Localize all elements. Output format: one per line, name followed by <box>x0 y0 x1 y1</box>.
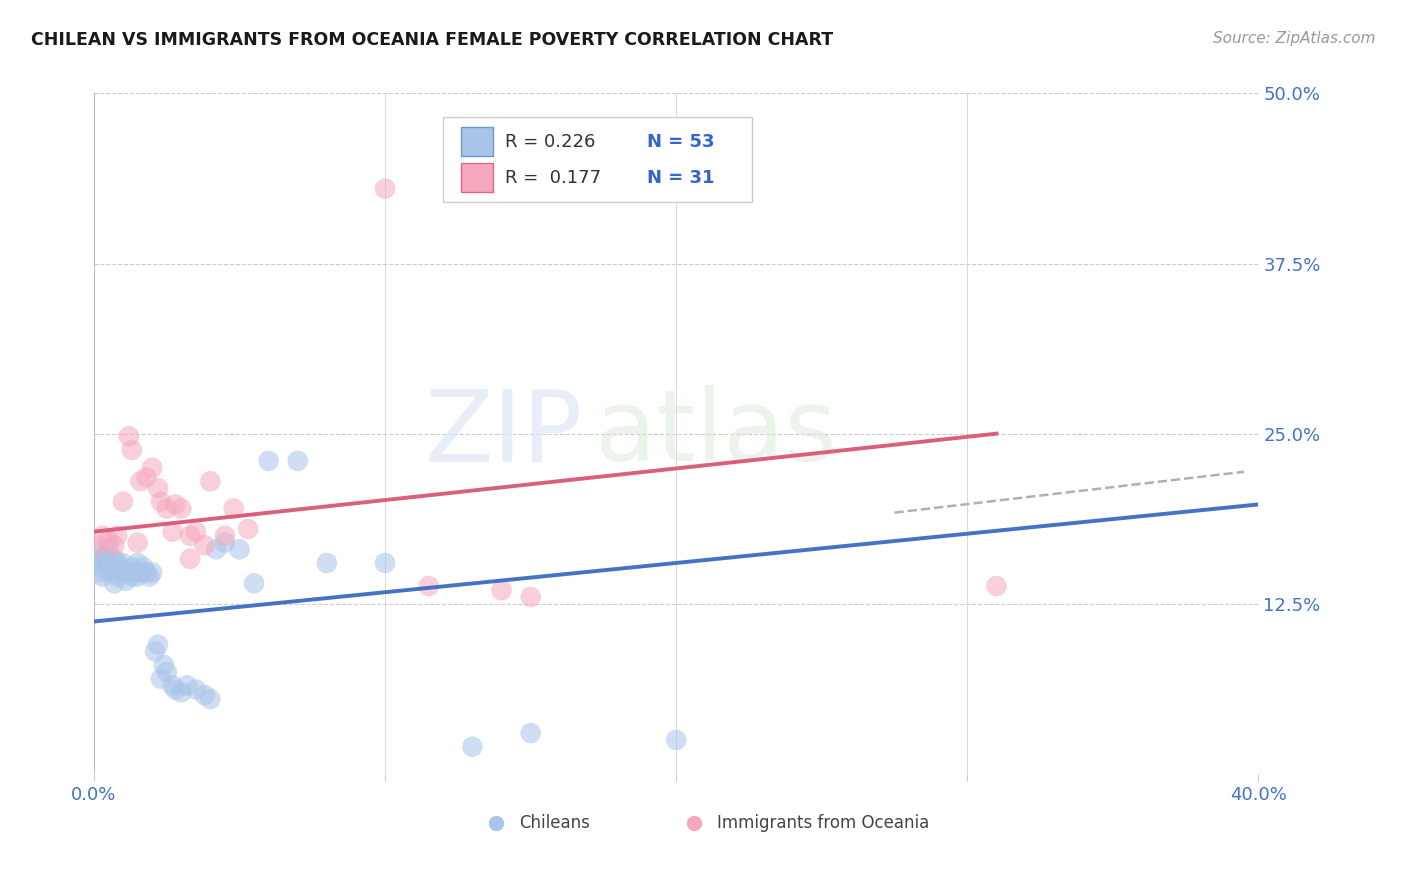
Point <box>146 638 169 652</box>
Point <box>257 454 280 468</box>
Point <box>135 566 157 580</box>
Point <box>146 481 169 495</box>
Point <box>491 583 513 598</box>
Point <box>418 579 440 593</box>
Point <box>149 672 172 686</box>
Point <box>97 556 120 570</box>
Point <box>112 566 135 580</box>
Point <box>91 569 114 583</box>
Point <box>121 569 143 583</box>
Point <box>103 538 125 552</box>
Point <box>153 658 176 673</box>
Bar <box>461 128 494 156</box>
Point <box>121 442 143 457</box>
Point <box>176 678 198 692</box>
Point <box>86 556 108 570</box>
Point <box>103 552 125 566</box>
Point <box>184 682 207 697</box>
Text: Source: ZipAtlas.com: Source: ZipAtlas.com <box>1212 31 1375 46</box>
Point <box>108 563 131 577</box>
Point <box>91 552 114 566</box>
Text: N = 31: N = 31 <box>647 169 714 186</box>
Point <box>112 556 135 570</box>
Point <box>374 181 396 195</box>
Point <box>89 546 111 560</box>
Point <box>141 566 163 580</box>
Point <box>165 498 187 512</box>
Point <box>135 470 157 484</box>
Point <box>156 665 179 679</box>
Point <box>112 494 135 508</box>
Point <box>94 563 117 577</box>
Point <box>121 560 143 574</box>
Text: ZIP: ZIP <box>425 385 583 483</box>
Point <box>184 524 207 539</box>
Point <box>129 475 152 489</box>
Point <box>170 501 193 516</box>
Point <box>665 733 688 747</box>
Point <box>138 569 160 583</box>
Point <box>243 576 266 591</box>
Point <box>179 552 201 566</box>
Text: R = 0.226: R = 0.226 <box>505 133 595 151</box>
Point <box>127 569 149 583</box>
Point <box>162 678 184 692</box>
Point <box>100 566 122 580</box>
Point <box>193 688 215 702</box>
Point <box>97 542 120 557</box>
Point <box>105 556 128 570</box>
Text: Immigrants from Oceania: Immigrants from Oceania <box>717 814 929 832</box>
Point <box>179 529 201 543</box>
Point <box>94 549 117 563</box>
Point <box>200 692 222 706</box>
Text: CHILEAN VS IMMIGRANTS FROM OCEANIA FEMALE POVERTY CORRELATION CHART: CHILEAN VS IMMIGRANTS FROM OCEANIA FEMAL… <box>31 31 834 49</box>
Point <box>986 579 1008 593</box>
Point <box>238 522 260 536</box>
Point <box>103 576 125 591</box>
Point <box>156 501 179 516</box>
Point <box>519 726 541 740</box>
Bar <box>461 163 494 192</box>
Point <box>374 556 396 570</box>
Point <box>141 460 163 475</box>
Point <box>162 524 184 539</box>
Point <box>205 542 228 557</box>
Point <box>129 566 152 580</box>
Text: Chileans: Chileans <box>519 814 591 832</box>
Point <box>200 475 222 489</box>
Text: N = 53: N = 53 <box>647 133 714 151</box>
Text: R =  0.177: R = 0.177 <box>505 169 602 186</box>
Point <box>132 560 155 574</box>
Point <box>149 494 172 508</box>
Point <box>89 566 111 580</box>
Point <box>287 454 309 468</box>
Point <box>222 501 245 516</box>
Point <box>143 644 166 658</box>
Point <box>127 535 149 549</box>
Point <box>165 682 187 697</box>
Point <box>105 569 128 583</box>
Point <box>105 529 128 543</box>
Point <box>519 590 541 604</box>
Text: atlas: atlas <box>595 385 837 483</box>
Point <box>170 685 193 699</box>
Point <box>118 429 141 443</box>
Point <box>91 529 114 543</box>
Point <box>100 560 122 574</box>
Point <box>115 574 138 588</box>
Point <box>315 556 337 570</box>
FancyBboxPatch shape <box>443 117 752 202</box>
Point <box>193 538 215 552</box>
Point <box>228 542 250 557</box>
Point <box>127 556 149 570</box>
Point <box>124 566 146 580</box>
Point <box>97 533 120 547</box>
Point <box>118 566 141 580</box>
Point <box>461 739 484 754</box>
Point <box>214 535 236 549</box>
Point <box>86 538 108 552</box>
Point <box>214 529 236 543</box>
